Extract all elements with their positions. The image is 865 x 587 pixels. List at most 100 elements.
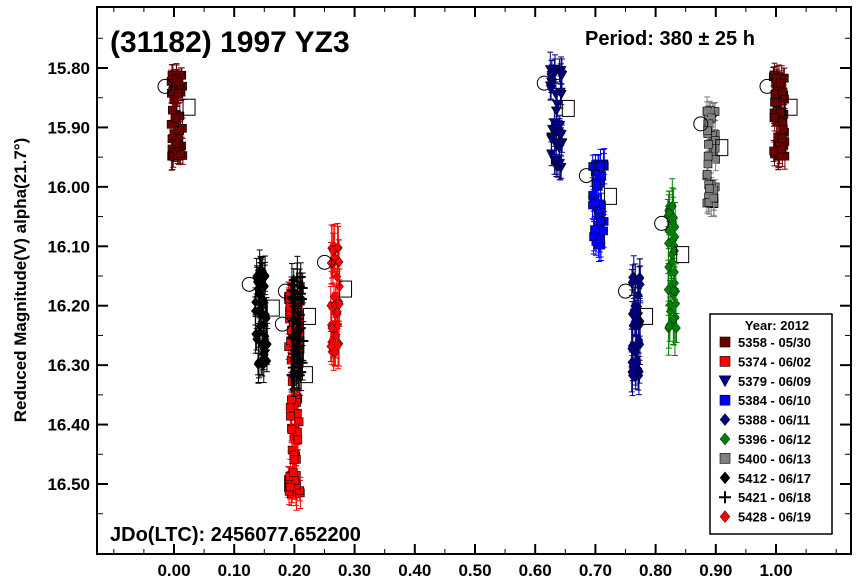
data-point	[664, 261, 673, 273]
data-point	[702, 169, 712, 179]
data-point	[704, 139, 713, 149]
session-start-marker	[618, 283, 634, 299]
data-point	[252, 333, 261, 345]
y-axis-label: Reduced Magnitude(V) alpha(21.7°)	[11, 138, 30, 423]
session-start-marker	[241, 276, 257, 292]
data-point	[288, 275, 299, 286]
x-tick-label: 0.00	[157, 561, 190, 580]
data-point	[255, 321, 265, 333]
legend-marker	[719, 432, 731, 446]
y-tick-label: 16.20	[47, 297, 90, 316]
data-point	[287, 395, 296, 405]
data-point	[288, 315, 299, 326]
legend-marker	[718, 375, 732, 388]
session-start-marker	[536, 75, 552, 91]
y-tick-label: 16.10	[47, 237, 90, 256]
legend-title: Year: 2012	[745, 318, 809, 333]
session-end-marker	[715, 139, 729, 157]
x-tick-label: 0.50	[458, 561, 491, 580]
data-point	[779, 125, 788, 134]
data-point	[592, 181, 601, 190]
legend-marker	[719, 471, 731, 485]
session-end-marker	[266, 299, 280, 317]
data-point	[172, 77, 182, 87]
period-label: Period: 380 ± 25 h	[585, 28, 755, 50]
legend-marker	[719, 336, 731, 348]
data-point	[293, 435, 303, 445]
data-point	[709, 193, 718, 203]
legend-entry: 5396 - 06/12	[738, 432, 811, 447]
data-point	[703, 126, 712, 136]
legend-marker	[719, 510, 731, 523]
legend-entry: 5421 - 06/18	[738, 490, 811, 505]
session-end-marker	[640, 307, 654, 325]
data-point	[289, 455, 299, 465]
legend-entry: 5358 - 05/30	[738, 335, 811, 350]
x-tick-label: 0.60	[519, 561, 552, 580]
session-end-marker	[784, 98, 798, 116]
session-start-marker	[277, 283, 293, 299]
data-point	[333, 306, 342, 318]
y-tick-label: 15.90	[47, 118, 90, 137]
data-point	[769, 146, 778, 156]
data-point	[327, 322, 336, 334]
x-tick-label: 0.80	[639, 561, 672, 580]
chart-title: (31182) 1997 YZ3	[110, 26, 350, 59]
x-tick-label: 0.30	[338, 561, 371, 580]
data-point	[330, 346, 339, 358]
session-start-marker	[317, 254, 333, 270]
data-point	[556, 138, 567, 149]
session-start-marker	[578, 168, 594, 184]
session-end-marker	[603, 187, 617, 205]
session-end-marker	[182, 98, 196, 116]
data-point	[669, 285, 678, 297]
session-start-marker	[759, 78, 775, 94]
data-point	[595, 216, 605, 226]
data-point	[770, 112, 779, 122]
x-tick-label: 0.90	[699, 561, 732, 580]
x-tick-label: 1.00	[759, 561, 792, 580]
data-point	[599, 226, 608, 236]
legend-entry: 5428 - 06/19	[738, 510, 811, 525]
legend-entry: 5379 - 06/09	[738, 374, 811, 389]
data-point	[775, 78, 785, 88]
y-tick-label: 16.30	[47, 356, 90, 375]
data-point	[630, 316, 640, 328]
data-point	[174, 89, 183, 98]
session-end-marker	[339, 280, 353, 298]
data-point	[590, 225, 599, 234]
legend-entry: 5400 - 06/13	[738, 451, 811, 466]
data-point	[254, 357, 263, 369]
session-start-marker	[654, 215, 670, 231]
data-point	[296, 293, 307, 304]
legend-marker	[719, 413, 731, 426]
y-tick-label: 16.40	[47, 416, 90, 435]
jdo-label: JDo(LTC): 2456077.652200	[110, 524, 361, 546]
x-tick-label: 0.70	[579, 561, 612, 580]
data-point	[703, 151, 713, 161]
legend: Year: 2012 5358 - 05/30 5374 - 06/02 5379 -…	[709, 313, 833, 535]
session-start-marker	[274, 316, 290, 332]
legend-marker	[719, 491, 731, 504]
y-tick-label: 16.50	[47, 475, 90, 494]
session-start-marker	[693, 116, 709, 132]
data-point	[672, 322, 681, 334]
data-point	[295, 323, 306, 334]
legend-marker	[719, 356, 731, 367]
data-point	[704, 184, 714, 194]
data-point	[628, 272, 637, 283]
session-end-marker	[302, 307, 316, 325]
legend-entry: 5412 - 06/17	[738, 471, 811, 486]
data-point	[289, 291, 300, 302]
data-point	[556, 70, 568, 81]
session-end-marker	[561, 99, 575, 117]
x-tick-label: 0.40	[398, 561, 431, 580]
data-point	[776, 107, 785, 117]
session-start-marker	[157, 78, 173, 94]
data-point	[546, 134, 557, 145]
data-point	[175, 126, 184, 135]
data-point	[171, 113, 180, 123]
data-point	[627, 343, 636, 355]
legend-entry: 5388 - 06/11	[738, 413, 810, 428]
